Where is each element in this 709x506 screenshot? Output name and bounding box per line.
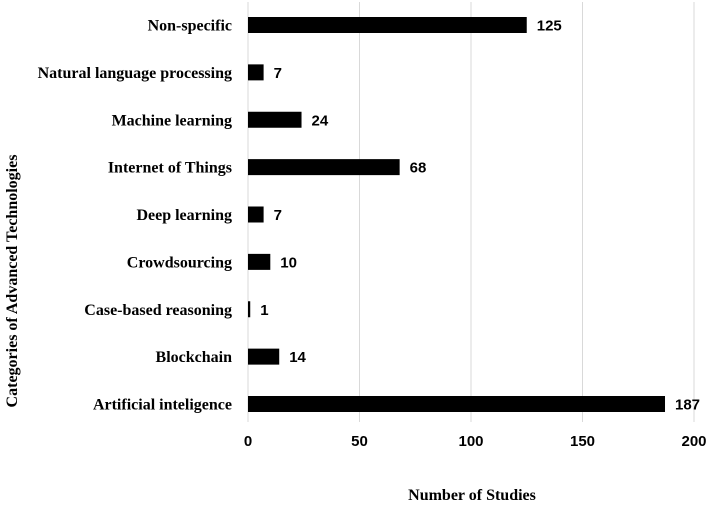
category-label-machine-learning: Machine learning <box>112 112 232 129</box>
category-label-deep-learning: Deep learning <box>136 207 232 224</box>
data-label-blockchain: 14 <box>289 349 306 366</box>
bar-blockchain <box>248 348 280 365</box>
category-label-non-specific: Non-specific <box>148 18 232 35</box>
data-label-natural-language-processing: 7 <box>274 65 282 82</box>
x-tick-150: 150 <box>570 433 595 450</box>
bar-case-based-reasoning <box>248 301 251 318</box>
bar-non-specific <box>248 17 527 33</box>
category-label-case-based-reasoning: Case-based reasoning <box>84 302 232 319</box>
bars <box>248 17 666 412</box>
bar-internet-of-things <box>248 159 400 176</box>
category-label-natural-language-processing: Natural language processing <box>38 65 232 82</box>
x-axis-title: Number of Studies <box>408 487 536 504</box>
data-label-non-specific: 125 <box>537 18 562 35</box>
gridlines <box>247 2 695 422</box>
category-labels: Non-specific Natural language processing M… <box>38 18 232 414</box>
y-axis-title: Categories of Advanced Technologies <box>4 155 21 408</box>
x-tick-100: 100 <box>458 433 483 450</box>
x-tick-200: 200 <box>681 433 706 450</box>
category-label-artificial-inteligence: Artificial inteligence <box>93 397 232 414</box>
category-label-internet-of-things: Internet of Things <box>108 160 232 177</box>
x-tick-50: 50 <box>351 433 368 450</box>
data-label-crowdsourcing: 10 <box>280 254 297 271</box>
bar-crowdsourcing <box>248 253 271 270</box>
category-label-blockchain: Blockchain <box>156 349 233 366</box>
data-label-artificial-inteligence: 187 <box>675 397 700 414</box>
data-label-deep-learning: 7 <box>274 207 282 224</box>
bar-natural-language-processing <box>248 64 264 81</box>
data-label-machine-learning: 24 <box>312 112 329 129</box>
data-label-case-based-reasoning: 1 <box>260 302 268 319</box>
bar-artificial-inteligence <box>248 396 666 412</box>
category-label-crowdsourcing: Crowdsourcing <box>127 254 232 271</box>
data-label-internet-of-things: 68 <box>410 160 427 177</box>
x-tick-labels: 0 50 100 150 200 <box>244 433 707 450</box>
bar-deep-learning <box>248 206 264 223</box>
bar-machine-learning <box>248 111 302 128</box>
x-tick-0: 0 <box>244 433 252 450</box>
data-labels: 125 7 24 68 7 10 1 14 187 <box>260 18 700 414</box>
